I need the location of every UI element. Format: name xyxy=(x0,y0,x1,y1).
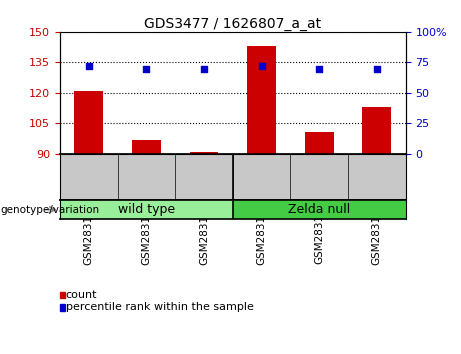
Bar xyxy=(305,132,334,154)
Bar xyxy=(189,152,219,154)
Point xyxy=(200,66,207,72)
Text: Zelda null: Zelda null xyxy=(288,203,350,216)
Bar xyxy=(233,200,406,219)
Text: count: count xyxy=(66,290,97,299)
Bar xyxy=(132,140,161,154)
Text: wild type: wild type xyxy=(118,203,175,216)
Point xyxy=(85,63,92,69)
Text: genotype/variation: genotype/variation xyxy=(0,205,99,215)
Text: percentile rank within the sample: percentile rank within the sample xyxy=(66,302,254,312)
Point xyxy=(142,66,150,72)
Point xyxy=(258,63,266,69)
Bar xyxy=(247,46,276,154)
Bar xyxy=(74,91,103,154)
Point xyxy=(373,66,381,72)
Bar xyxy=(60,200,233,219)
Bar xyxy=(362,107,391,154)
Point xyxy=(315,66,323,72)
Title: GDS3477 / 1626807_a_at: GDS3477 / 1626807_a_at xyxy=(144,17,321,31)
